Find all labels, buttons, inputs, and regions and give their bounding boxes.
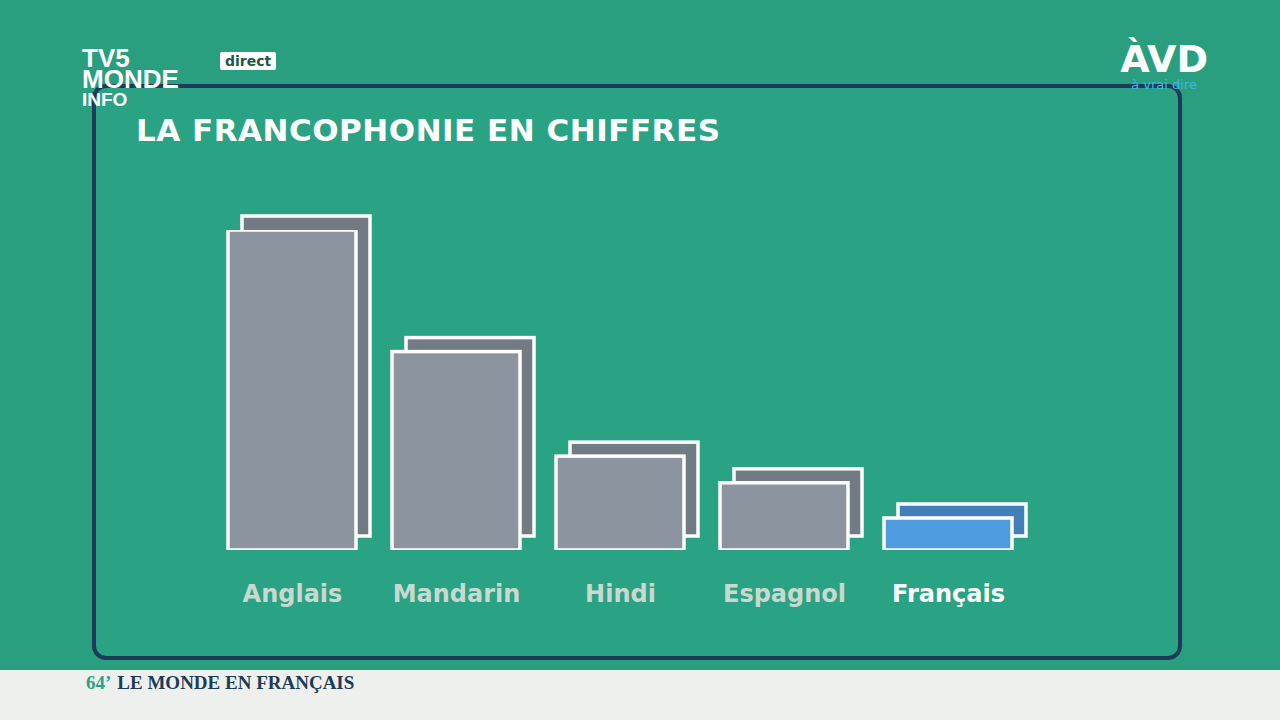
- svg-text:Hindi: Hindi: [585, 580, 656, 608]
- html-text:LA FRANCOPHONIE EN CHIFFRES: LA FRANCOPHONIE EN CHIFFRES: [136, 112, 721, 148]
- html-text:INFO: INFO: [82, 89, 128, 110]
- html-text:ÀVD: ÀVD: [1120, 37, 1208, 81]
- html-text:MONDE: MONDE: [82, 64, 179, 94]
- svg-text:Anglais: Anglais: [243, 580, 343, 608]
- html-text:64’ LE MONDE EN FRANÇAIS: 64’ LE MONDE EN FRANÇAIS: [86, 672, 355, 693]
- svg-text:Français: Français: [892, 580, 1005, 608]
- html-text:TV5: TV5: [82, 43, 130, 73]
- html-text:direct: direct: [225, 53, 272, 69]
- html-text:à vrai dire: à vrai dire: [1131, 77, 1197, 92]
- svg-text:Mandarin: Mandarin: [393, 580, 521, 608]
- svg-text:Espagnol: Espagnol: [723, 580, 846, 608]
